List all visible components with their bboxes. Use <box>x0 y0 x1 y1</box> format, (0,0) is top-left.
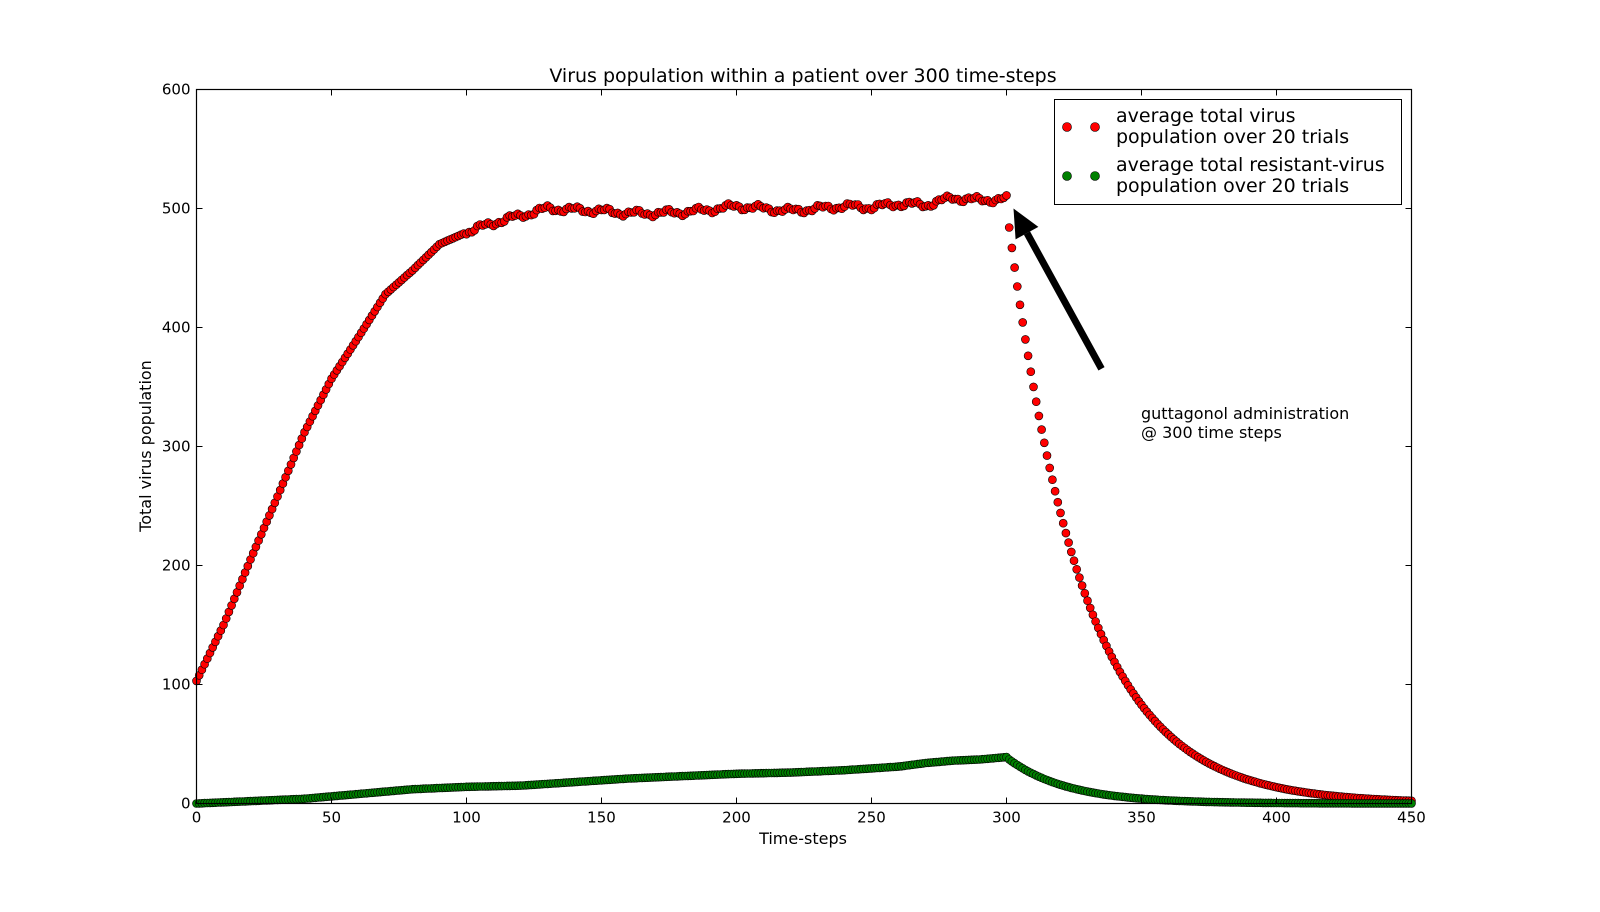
annotation-arrow-shaft <box>1023 231 1105 371</box>
x-tick-label: 400 <box>1262 809 1291 827</box>
y-tick-label: 600 <box>162 81 191 99</box>
y-axis-label: Total virus population <box>136 360 155 533</box>
data-point <box>1026 367 1036 377</box>
data-point <box>1064 538 1073 547</box>
data-point <box>1015 300 1025 310</box>
annotation-arrow-head <box>1013 208 1039 240</box>
x-tick-label: 300 <box>992 809 1021 827</box>
data-point <box>1075 573 1084 582</box>
data-point <box>1021 335 1030 344</box>
data-point <box>1029 382 1038 392</box>
data-point <box>1069 556 1079 566</box>
x-tick-label: 150 <box>587 809 616 827</box>
data-point <box>1058 518 1068 528</box>
legend-entry-text: average total virus <box>1116 105 1296 127</box>
data-point <box>1010 263 1019 272</box>
series-total-virus <box>192 191 1416 806</box>
x-tick-label: 350 <box>1127 809 1156 827</box>
series-resistant-virus <box>192 752 1416 808</box>
data-point <box>1002 191 1011 200</box>
annotation-text-line: @ 300 time steps <box>1141 423 1282 442</box>
legend-entry-text: population over 20 trials <box>1116 126 1349 148</box>
y-axis-ticks: 0 100 200 300 400 500 600 <box>162 81 1412 813</box>
y-tick-label: 400 <box>162 319 191 337</box>
data-point <box>1045 463 1054 473</box>
y-tick-label: 500 <box>162 200 191 218</box>
x-tick-label: 200 <box>722 809 751 827</box>
data-point <box>1042 451 1052 460</box>
y-tick-label: 300 <box>162 438 191 456</box>
legend-entry-text: population over 20 trials <box>1116 175 1349 197</box>
y-tick-label: 0 <box>181 795 191 813</box>
x-tick-label: 100 <box>452 809 481 827</box>
x-tick-label: 0 <box>192 809 202 827</box>
plot-area <box>192 191 1416 808</box>
y-tick-label: 100 <box>162 676 191 694</box>
legend-box <box>1054 99 1402 205</box>
data-point <box>1061 528 1071 538</box>
data-point <box>1067 547 1076 557</box>
legend-marker <box>1090 122 1100 132</box>
legend-entry-text: average total resistant-virus <box>1116 154 1385 176</box>
chart-title: Virus population within a patient over 3… <box>549 65 1056 87</box>
data-point <box>1048 475 1057 485</box>
data-point <box>1080 588 1090 598</box>
legend-marker <box>1090 171 1100 181</box>
data-point <box>1007 243 1017 253</box>
data-point <box>1083 596 1092 606</box>
y-tick-label: 200 <box>162 557 191 575</box>
data-point <box>1077 581 1087 590</box>
data-point <box>1034 411 1044 421</box>
x-axis-ticks: 0 50 100 150 200 250 300 350 400 450 <box>192 89 1426 827</box>
data-point <box>1012 282 1022 291</box>
data-point <box>1018 318 1028 327</box>
x-axis-label: Time-steps <box>758 829 847 848</box>
data-point <box>1053 497 1063 507</box>
x-tick-label: 50 <box>322 809 341 827</box>
x-tick-label: 250 <box>857 809 886 827</box>
x-tick-label: 450 <box>1397 809 1426 827</box>
data-point <box>1056 508 1065 518</box>
data-point <box>1050 486 1060 496</box>
data-point <box>1037 425 1046 434</box>
data-point <box>1072 564 1081 574</box>
annotation-text-line: guttagonol administration <box>1141 404 1349 423</box>
data-point <box>1031 397 1041 407</box>
legend-marker <box>1062 122 1072 132</box>
data-point <box>1023 351 1033 361</box>
legend-marker <box>1062 171 1072 181</box>
data-point <box>1040 438 1049 448</box>
data-point <box>1004 223 1014 232</box>
annotation: guttagonol administration@ 300 time step… <box>1013 208 1349 442</box>
